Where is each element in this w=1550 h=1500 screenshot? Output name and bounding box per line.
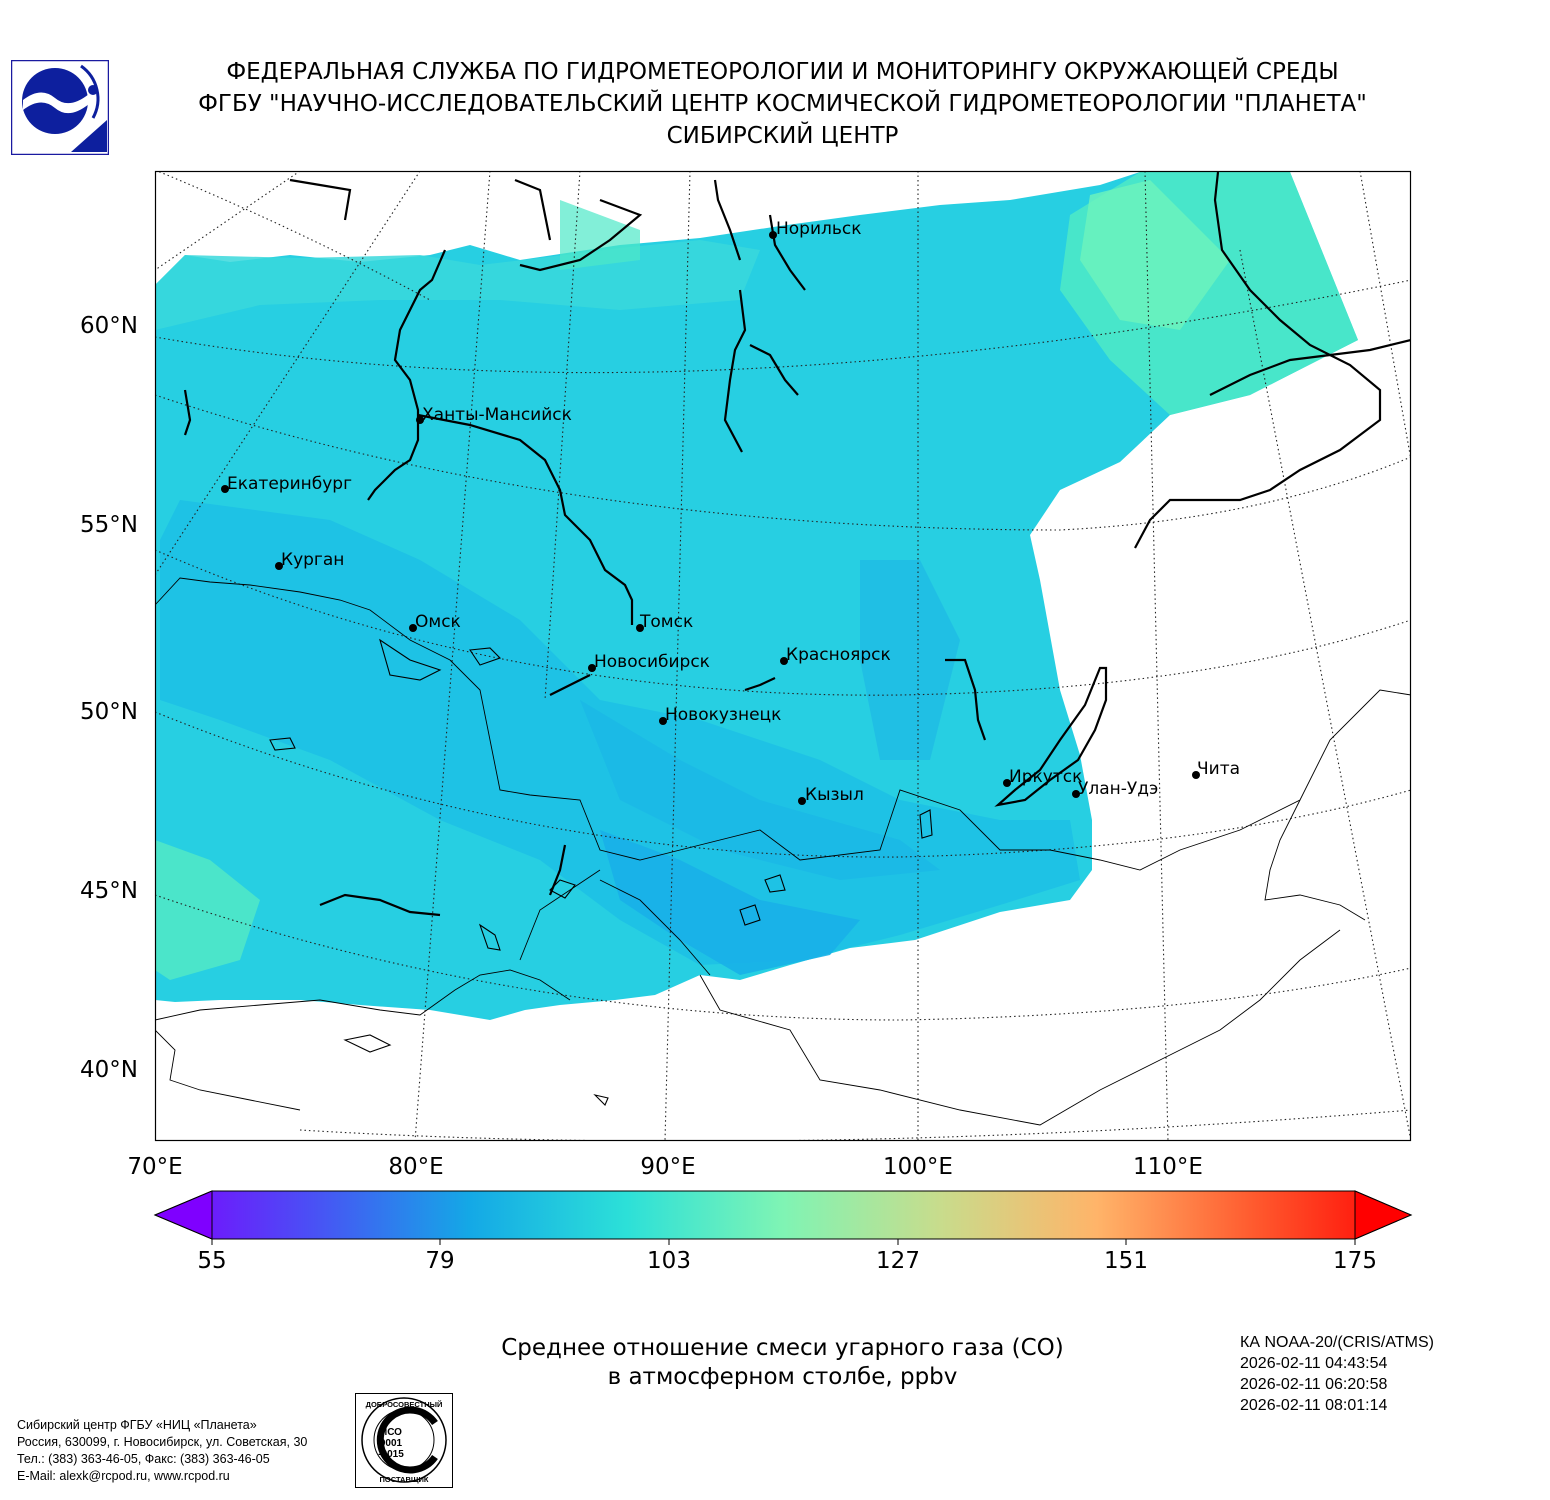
- city-dot-khanty-mansiysk: [416, 416, 424, 424]
- city-label-ulan-ude: Улан-Удэ: [1078, 779, 1158, 799]
- colorbar-tick-103: 103: [647, 1248, 691, 1274]
- lat-label-55: 55°N: [80, 512, 138, 538]
- city-label-kurgan: Курган: [281, 550, 344, 570]
- map-frame: [154, 170, 1412, 1142]
- iso-badge-top: ДОБРОСОВЕСТНЫЙ: [366, 1400, 443, 1409]
- lon-label-100: 100°E: [883, 1154, 953, 1180]
- address-line-4: E-Mail: alexk@rcpod.ru, www.rcpod.ru: [17, 1469, 230, 1483]
- colorbar: 55 79 103 127 151 175: [153, 1190, 1413, 1274]
- lat-label-50: 50°N: [80, 699, 138, 725]
- city-dot-ulan-ude: [1072, 790, 1080, 798]
- address-line-3: Тел.: (383) 363-46-05, Факс: (383) 363-4…: [17, 1452, 270, 1466]
- header-line-2: ФГБУ "НАУЧНО-ИССЛЕДОВАТЕЛЬСКИЙ ЦЕНТР КОС…: [198, 91, 1367, 117]
- address-line-2: Россия, 630099, г. Новосибирск, ул. Сове…: [17, 1435, 308, 1449]
- city-label-norilsk: Норильск: [776, 219, 862, 239]
- header-line-3: СИБИРСКИЙ ЦЕНТР: [666, 123, 899, 149]
- lat-label-40: 40°N: [80, 1057, 138, 1083]
- lon-label-80: 80°E: [388, 1154, 443, 1180]
- city-dot-chita: [1192, 771, 1200, 779]
- city-label-novosibirsk: Новосибирск: [594, 652, 710, 672]
- city-dot-kurgan: [275, 562, 283, 570]
- colorbar-tick-79: 79: [425, 1248, 454, 1274]
- lakes: [269, 638, 933, 1106]
- caption-line-1: Среднее отношение смеси угарного газа (C…: [501, 1335, 1064, 1361]
- city-label-omsk: Омск: [415, 612, 461, 632]
- city-label-chita: Чита: [1197, 759, 1240, 779]
- city-label-yekaterinburg: Екатеринбург: [227, 474, 352, 494]
- colorbar-tick-151: 151: [1104, 1248, 1148, 1274]
- city-dot-tomsk: [636, 624, 644, 632]
- map-area: [155, 171, 1411, 1141]
- iso-badge-mid-3: -2015: [378, 1449, 404, 1460]
- city-label-krasnoyarsk: Красноярск: [786, 645, 891, 665]
- iso-badge-mid-2: 9001: [380, 1438, 403, 1449]
- city-dot-omsk: [409, 624, 417, 632]
- rivers: [183, 171, 1411, 917]
- map-figure: 60°N 55°N 50°N 45°N 40°N 70°E 80°E 90°E …: [80, 170, 1413, 1274]
- iso-badge-bottom: ПОСТАВЩИК: [379, 1475, 428, 1484]
- colorbar-tick-55: 55: [197, 1248, 226, 1274]
- city-dot-yekaterinburg: [221, 485, 229, 493]
- city-label-tomsk: Томск: [639, 612, 693, 632]
- lat-label-60: 60°N: [80, 313, 138, 339]
- planeta-logo: [11, 60, 109, 155]
- city-dot-norilsk: [769, 231, 777, 239]
- lon-label-90: 90°E: [640, 1154, 695, 1180]
- borders: [155, 577, 1411, 1126]
- city-dot-novokuznetsk: [659, 717, 667, 725]
- satellite-time-1: 2026-02-11 04:43:54: [1240, 1355, 1388, 1372]
- city-dot-krasnoyarsk: [780, 657, 788, 665]
- city-dot-novosibirsk: [588, 664, 596, 672]
- iso-badge-mid-1: ИСО: [380, 1427, 402, 1438]
- satellite-name: КА NOAA-20/(CRIS/ATMS): [1240, 1334, 1434, 1351]
- iso-certification-badge: ДОБРОСОВЕСТНЫЙ ИСО 9001 -2015 ПОСТАВЩИК: [355, 1393, 453, 1488]
- lon-label-70: 70°E: [127, 1154, 182, 1180]
- city-dot-kyzyl: [798, 797, 806, 805]
- city-label-khanty-mansiysk: Ханты-Мансийск: [422, 405, 572, 425]
- satellite-time-2: 2026-02-11 06:20:58: [1240, 1376, 1388, 1393]
- city-label-irkutsk: Иркутск: [1009, 767, 1082, 787]
- colorbar-tick-175: 175: [1333, 1248, 1377, 1274]
- lon-label-110: 110°E: [1133, 1154, 1203, 1180]
- caption-line-2: в атмосферном столбе, ppbv: [607, 1364, 958, 1390]
- city-label-kyzyl: Кызыл: [805, 785, 864, 805]
- address-line-1: Сибирский центр ФГБУ «НИЦ «Планета»: [17, 1418, 257, 1432]
- city-label-novokuznetsk: Новокузнецк: [665, 705, 781, 725]
- city-markers: Норильск Ханты-Мансийск Екатеринбург Кур…: [221, 219, 1240, 805]
- header-line-1: ФЕДЕРАЛЬНАЯ СЛУЖБА ПО ГИДРОМЕТЕОРОЛОГИИ …: [226, 59, 1339, 85]
- lat-label-45: 45°N: [80, 878, 138, 904]
- city-dot-irkutsk: [1003, 779, 1011, 787]
- satellite-time-3: 2026-02-11 08:01:14: [1240, 1397, 1388, 1414]
- colorbar-tick-127: 127: [876, 1248, 920, 1274]
